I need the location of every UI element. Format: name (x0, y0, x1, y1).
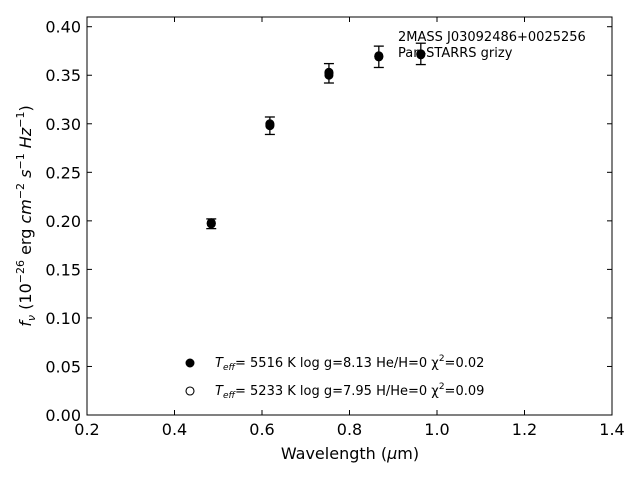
legend-chi-sup-1: 2 (439, 354, 445, 364)
data-marks (206, 42, 426, 230)
observed-point (324, 68, 334, 78)
legend-teff-1: T (215, 356, 224, 371)
y-tick-label: 0.25 (45, 163, 81, 182)
y-tick-label: 0.30 (45, 115, 81, 134)
annotation-line-2: Pan-STARRS grizy (398, 46, 513, 61)
legend-text-1: = 5516 K log g=8.13 He/H=0 χ (235, 356, 439, 371)
y-tick-label: 0.15 (45, 260, 81, 279)
observed-point (206, 219, 216, 229)
observed-point (374, 52, 384, 62)
x-tick-label: 0.8 (337, 420, 362, 439)
y-tick-label: 0.00 (45, 406, 81, 425)
legend-chi-sup-2: 2 (439, 382, 445, 392)
x-tick-label: 1.4 (599, 420, 624, 439)
legend-chi-val-1: =0.02 (445, 356, 485, 371)
x-tick-label: 0.4 (162, 420, 187, 439)
x-tick-label: 1.0 (424, 420, 449, 439)
y-tick-label: 0.20 (45, 212, 81, 231)
legend-text-2: = 5233 K log g=7.95 H/He=0 χ (235, 384, 439, 399)
y-tick-label: 0.40 (45, 18, 81, 37)
y-tick-label: 0.35 (45, 66, 81, 85)
x-axis-label: Wavelength (μm) (281, 444, 419, 463)
legend-marker-filled (185, 358, 195, 368)
x-tick-label: 1.2 (512, 420, 537, 439)
legend-entry-2: Teff= 5233 K log g=7.95 H/He=0 χ2=0.09 (215, 382, 484, 401)
legend-teff-sub-1: eff (223, 363, 237, 373)
plot-frame (86, 16, 613, 416)
legend: Teff= 5516 K log g=8.13 He/H=0 χ2=0.02 T… (185, 354, 484, 401)
legend-teff-2: T (215, 384, 224, 399)
legend-entry-1: Teff= 5516 K log g=8.13 He/H=0 χ2=0.02 (215, 354, 484, 373)
legend-marker-open (185, 386, 195, 396)
x-tick-label: 0.6 (249, 420, 274, 439)
annotation-line-1: 2MASS J03092486+0025256 (398, 30, 586, 45)
y-tick-label: 0.10 (45, 309, 81, 328)
y-axis-label: fν (10−26 erg cm−2 s−1 Hz−1) (14, 105, 38, 326)
x-tick-label: 0.2 (74, 420, 99, 439)
legend-chi-val-2: =0.09 (445, 384, 485, 399)
observed-point (265, 121, 275, 131)
legend-teff-sub-2: eff (223, 391, 237, 401)
axis-ticks: 0.2 0.4 0.6 0.8 1.0 1.2 1.4 0.00 0.05 0.10 0.15 0.2… (45, 17, 625, 439)
y-tick-label: 0.05 (45, 357, 81, 376)
annotation: 2MASS J03092486+0025256 Pan-STARRS grizy (398, 30, 586, 61)
observed-point (416, 49, 426, 59)
